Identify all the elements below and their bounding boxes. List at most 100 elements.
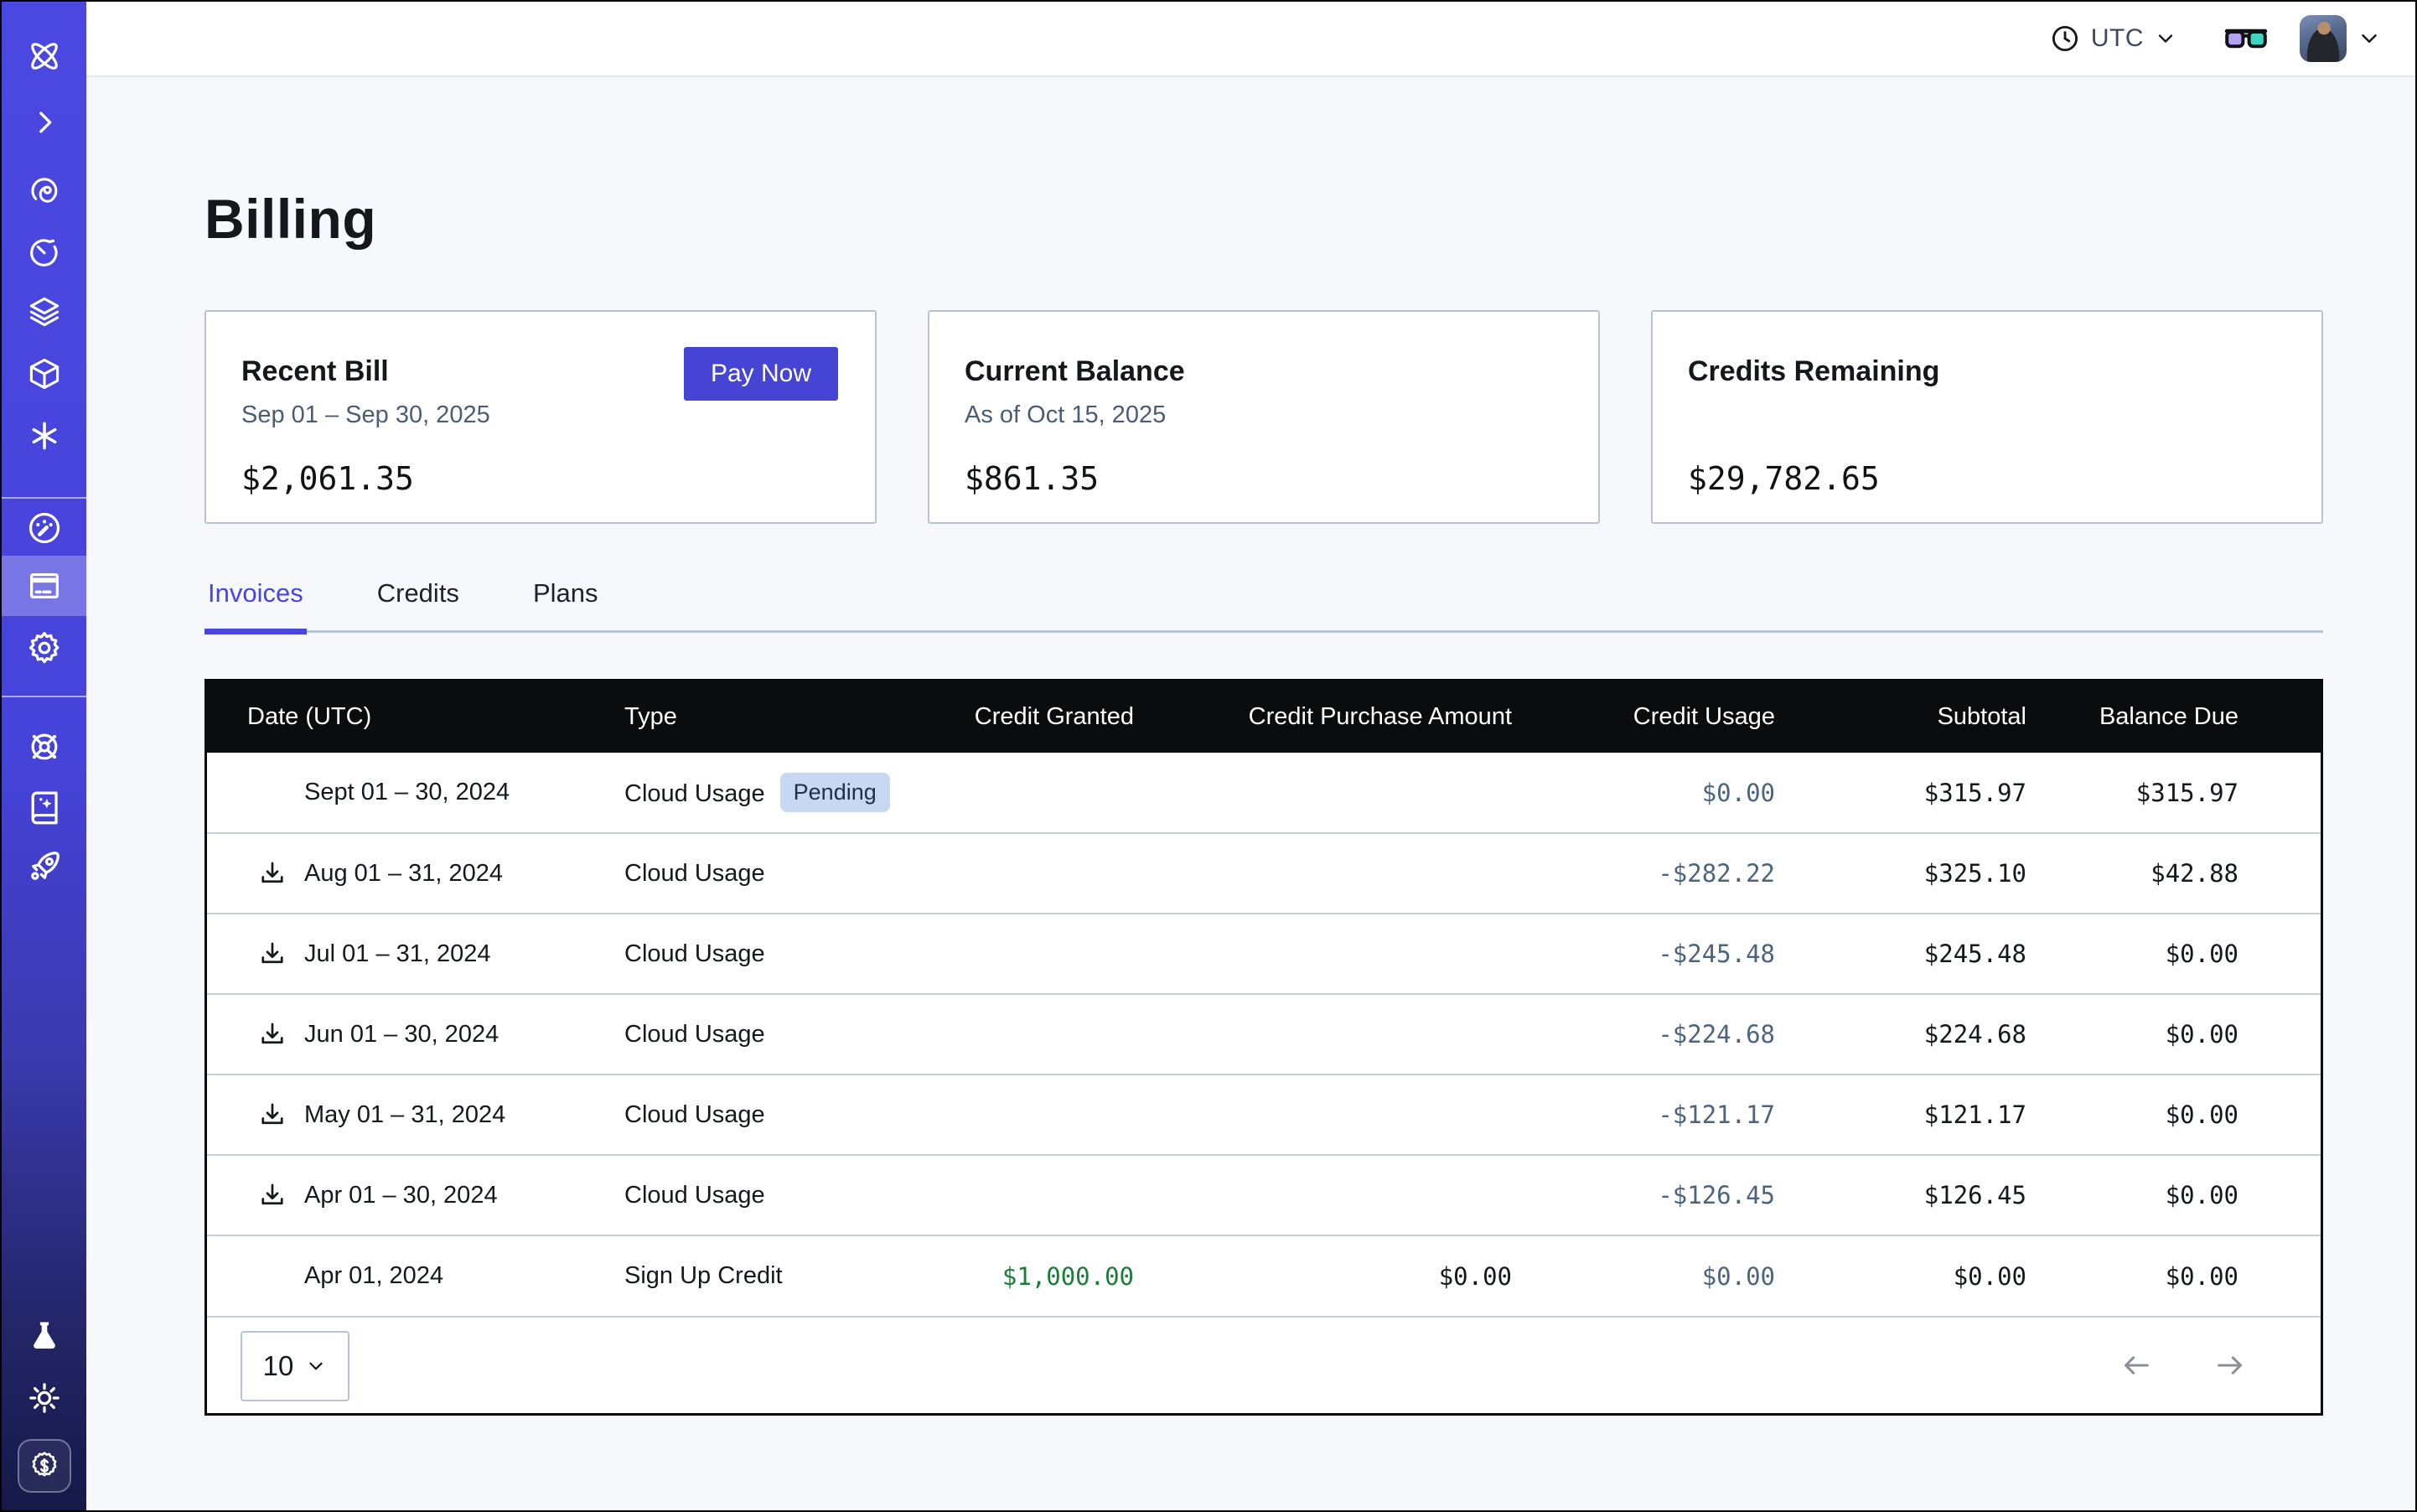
sidebar-item-credits-badge[interactable]: [2, 1436, 86, 1496]
credit-granted-value: [936, 1074, 1154, 1155]
sidebar-item-support[interactable]: [2, 717, 86, 777]
layers-icon: [26, 293, 63, 330]
sidebar-item-getting-started[interactable]: [2, 836, 86, 897]
pending-status-badge: Pending: [779, 773, 890, 812]
card-subtitle: Sep 01 – Sep 30, 2025: [241, 401, 490, 428]
card-title: Credits Remaining: [1688, 355, 1940, 387]
tab-invoices[interactable]: Invoices: [204, 578, 307, 634]
sidebar-item-logo[interactable]: [2, 26, 86, 86]
ship-wheel-icon: [25, 728, 64, 766]
table-body: Sept 01 – 30, 2024 Cloud Usage Pending $0…: [207, 753, 2321, 1316]
invoice-date: Apr 01 – 30, 2024: [304, 1181, 498, 1209]
summary-cards: Recent Bill Sep 01 – Sep 30, 2025 $2,061…: [204, 310, 2323, 524]
timezone-selector[interactable]: UTC: [2049, 23, 2177, 54]
subtotal-value: $0.00: [1953, 1261, 2026, 1291]
page-size-value: 10: [262, 1350, 294, 1381]
credit-usage-value: -$126.45: [1658, 1181, 1775, 1209]
sidebar-item-settings[interactable]: [2, 618, 86, 678]
credit-usage-value: -$224.68: [1658, 1020, 1775, 1049]
current-balance-card: Current Balance As of Oct 15, 2025 $861.…: [928, 310, 1600, 524]
table-row: Jun 01 – 30, 2024 Cloud Usage -$224.68 $…: [207, 994, 2321, 1074]
invoice-date: Jul 01 – 31, 2024: [304, 940, 491, 967]
balance-due-value: $315.97: [2135, 778, 2238, 807]
avatar[interactable]: [2300, 15, 2347, 62]
sidebar-item-labs[interactable]: [2, 1306, 86, 1366]
dollar-badge-icon: [27, 1448, 62, 1484]
credit-purchase-value: [1154, 1074, 1532, 1155]
download-invoice-button[interactable]: [257, 858, 287, 888]
sidebar-item-theme-toggle[interactable]: [2, 1368, 86, 1428]
credit-granted-value: $1,000.00: [1001, 1261, 1134, 1291]
page-size-select[interactable]: 10: [241, 1331, 349, 1401]
download-spacer: [257, 1261, 287, 1292]
sidebar-item-dashboard[interactable]: [2, 498, 86, 558]
invoice-date: Aug 01 – 31, 2024: [304, 859, 504, 887]
credit-usage-value: -$245.48: [1658, 940, 1775, 968]
pay-now-button[interactable]: Pay Now: [683, 347, 838, 401]
column-header-subtotal: Subtotal: [1937, 703, 2026, 730]
invoice-type: Cloud Usage: [624, 859, 765, 887]
account-menu-chevron[interactable]: [2357, 26, 2382, 51]
balance-due-value: $42.88: [2150, 859, 2238, 888]
sidebar-item-timer[interactable]: [2, 221, 86, 282]
table-row: Apr 01, 2024 Sign Up Credit $1,000.00 $0…: [207, 1235, 2321, 1316]
credit-granted-value: [936, 914, 1154, 994]
download-invoice-button[interactable]: [257, 1180, 287, 1210]
download-invoice-button[interactable]: [257, 939, 287, 969]
download-invoice-button[interactable]: [257, 1100, 287, 1130]
tab-credits[interactable]: Credits: [376, 578, 459, 608]
subtotal-value: $325.10: [1923, 859, 2026, 888]
credit-purchase-value: [1154, 914, 1532, 994]
previous-page-button[interactable]: [2119, 1349, 2153, 1382]
invoices-table: Date (UTC) Type Credit Granted Credit Pu…: [204, 679, 2323, 1416]
download-invoice-button[interactable]: [257, 1019, 287, 1049]
pagination-bar: 10: [207, 1316, 2321, 1413]
invoice-type: Cloud Usage: [624, 1020, 765, 1048]
invoice-date: May 01 – 31, 2024: [304, 1100, 506, 1128]
column-header-credit-purchase: Credit Purchase Amount: [1248, 703, 1512, 730]
sidebar-divider: [2, 497, 86, 499]
balance-due-value: $0.00: [2165, 1181, 2238, 1209]
tab-plans[interactable]: Plans: [532, 578, 598, 608]
credit-granted-value: [936, 753, 1154, 833]
invoice-date: Apr 01, 2024: [304, 1262, 444, 1289]
recent-bill-amount: $2,061.35: [241, 460, 414, 497]
invoice-type: Cloud Usage: [624, 1181, 765, 1209]
balance-due-value: $0.00: [2165, 940, 2238, 968]
sidebar-item-billing[interactable]: [2, 556, 86, 616]
timezone-label: UTC: [2090, 24, 2144, 52]
sidebar-item-expand[interactable]: [2, 92, 86, 153]
sidebar-item-cube[interactable]: [2, 344, 86, 404]
card-title: Recent Bill: [241, 355, 389, 387]
table-header: Date (UTC) Type Credit Granted Credit Pu…: [207, 681, 2321, 753]
sidebar-item-observability[interactable]: [2, 160, 86, 220]
table-row: Apr 01 – 30, 2024 Cloud Usage -$126.45 $…: [207, 1155, 2321, 1235]
reader-glasses-button[interactable]: [2224, 23, 2268, 54]
next-page-button[interactable]: [2213, 1349, 2247, 1382]
column-header-date: Date (UTC): [247, 703, 372, 730]
credit-purchase-value: [1154, 753, 1532, 833]
card-subtitle: As of Oct 15, 2025: [965, 401, 1167, 428]
credits-remaining-amount: $29,782.65: [1688, 460, 1880, 497]
subtotal-value: $121.17: [1923, 1100, 2026, 1129]
sidebar-item-docs[interactable]: [2, 777, 86, 837]
sidebar-active-highlight: [2, 556, 86, 616]
table-row: Aug 01 – 31, 2024 Cloud Usage -$282.22 $…: [207, 833, 2321, 914]
page-title: Billing: [204, 188, 377, 250]
column-header-type: Type: [624, 703, 677, 730]
sidebar-divider: [2, 696, 86, 697]
credit-usage-value: -$282.22: [1658, 859, 1775, 888]
flask-icon: [26, 1318, 63, 1354]
table-row: Sept 01 – 30, 2024 Cloud Usage Pending $0…: [207, 753, 2321, 833]
sidebar-item-layers[interactable]: [2, 282, 86, 342]
sun-icon: [26, 1380, 63, 1416]
credit-usage-value: -$121.17: [1658, 1100, 1775, 1129]
subtotal-value: $315.97: [1923, 778, 2026, 807]
credit-purchase-value: $0.00: [1438, 1261, 1512, 1291]
dollar-badge-button[interactable]: [17, 1439, 71, 1493]
current-balance-amount: $861.35: [965, 460, 1100, 497]
credit-granted-value: [936, 1155, 1154, 1235]
invoice-type: Cloud Usage: [624, 780, 765, 807]
sidebar-item-asterisk[interactable]: [2, 406, 86, 466]
